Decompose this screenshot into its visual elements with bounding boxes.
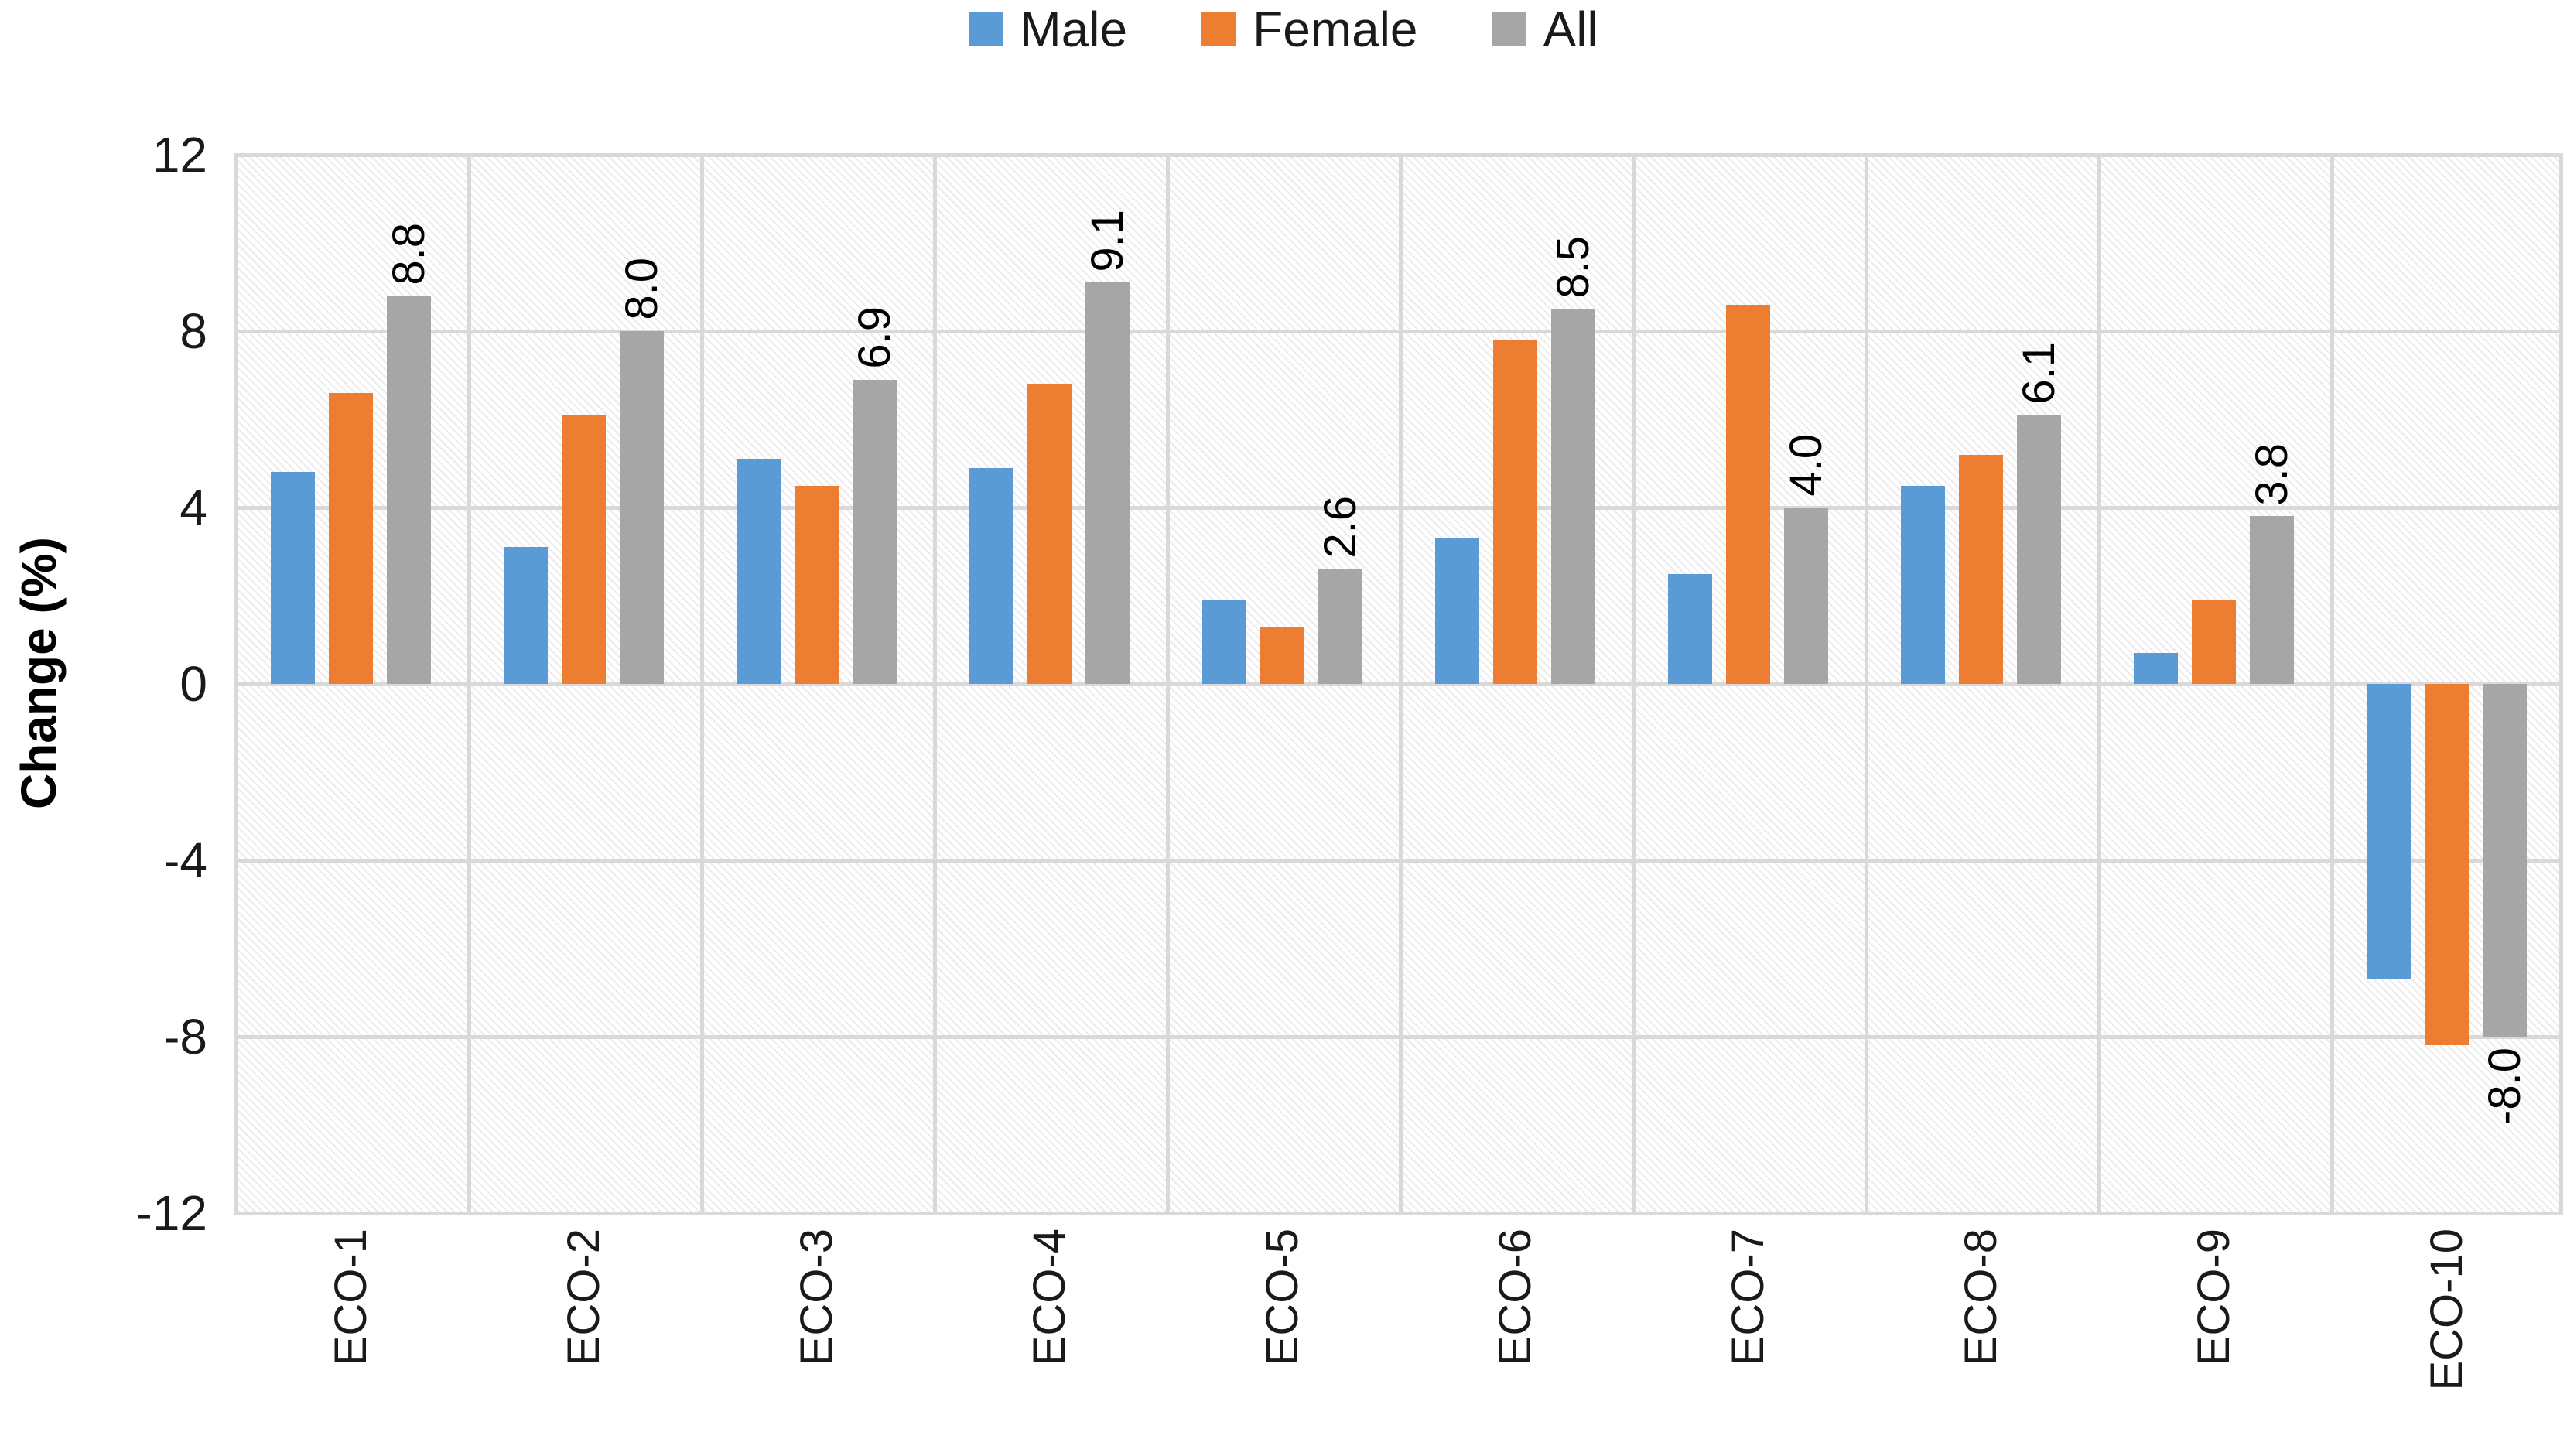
- gridline-x-8: [2097, 155, 2101, 1213]
- legend-swatch-female: [1201, 12, 1236, 46]
- x-category-label-eco-9: ECO-9: [2188, 1229, 2239, 1366]
- x-category-label-eco-8: ECO-8: [1955, 1229, 2006, 1366]
- bar-male-eco-8: [1901, 485, 1945, 684]
- bar-male-eco-4: [969, 467, 1013, 684]
- gridline-x-1: [467, 155, 471, 1213]
- legend-item-female: Female: [1201, 2, 1418, 57]
- gridline-x-9: [2330, 155, 2334, 1213]
- bar-male-eco-9: [2134, 653, 2178, 684]
- x-category-label-eco-7: ECO-7: [1722, 1229, 1773, 1366]
- data-label-all-eco-4: 9.1: [1082, 209, 1133, 272]
- legend-item-male: Male: [969, 5, 1127, 54]
- bar-all-eco-1: [387, 296, 431, 684]
- bar-all-eco-8: [2017, 415, 2061, 684]
- bar-all-eco-9: [2250, 516, 2294, 684]
- bar-male-eco-2: [504, 547, 548, 684]
- gridline-y--12: [234, 1212, 2563, 1215]
- data-label-all-eco-10: -8.0: [2479, 1048, 2530, 1125]
- bar-female-eco-5: [1260, 626, 1304, 684]
- bar-male-eco-10: [2367, 684, 2411, 979]
- data-label-all-eco-5: 2.6: [1314, 496, 1366, 559]
- x-category-label-eco-1: ECO-1: [325, 1229, 376, 1366]
- bar-male-eco-1: [271, 472, 315, 684]
- data-label-all-eco-1: 8.8: [383, 222, 434, 285]
- legend-label: Female: [1253, 2, 1418, 57]
- bar-male-eco-3: [737, 459, 781, 684]
- gridline-x-7: [1865, 155, 1868, 1213]
- x-category-label-eco-4: ECO-4: [1024, 1229, 1075, 1366]
- bar-female-eco-2: [562, 415, 606, 684]
- bar-female-eco-9: [2192, 600, 2236, 684]
- bar-all-eco-7: [1784, 508, 1828, 684]
- y-tick-label-4: 4: [179, 480, 207, 535]
- bar-female-eco-4: [1027, 384, 1072, 684]
- data-label-all-eco-2: 8.0: [616, 258, 667, 320]
- bar-female-eco-3: [795, 485, 839, 684]
- legend-label: All: [1543, 2, 1598, 57]
- y-axis-title: Change (%): [11, 537, 67, 809]
- gridline-x-6: [1632, 155, 1636, 1213]
- legend-swatch-all: [1492, 12, 1526, 46]
- bar-all-eco-3: [853, 379, 897, 684]
- data-label-all-eco-6: 8.5: [1547, 235, 1598, 299]
- bar-all-eco-2: [620, 331, 664, 684]
- gridline-x-10: [2559, 155, 2563, 1213]
- legend-swatch-male: [969, 12, 1003, 46]
- x-category-label-eco-5: ECO-5: [1256, 1229, 1307, 1366]
- plot-area: 8.8 8.0 6.9 9.1 2.6 8.5 4.0 6.1 3.8 -8.0: [234, 153, 2563, 1215]
- chart-legend: Male Female All: [0, 5, 2567, 54]
- bar-all-eco-5: [1318, 569, 1362, 684]
- bar-female-eco-8: [1959, 454, 2003, 684]
- bar-male-eco-6: [1435, 538, 1479, 684]
- bar-all-eco-4: [1085, 282, 1130, 684]
- bar-all-eco-10: [2483, 684, 2527, 1037]
- data-label-all-eco-7: 4.0: [1780, 434, 1831, 497]
- bar-male-eco-7: [1668, 573, 1712, 684]
- bar-female-eco-6: [1493, 340, 1537, 684]
- gridline-x-3: [933, 155, 937, 1213]
- x-category-label-eco-6: ECO-6: [1489, 1229, 1540, 1366]
- y-tick-label--4: -4: [163, 832, 207, 888]
- y-tick-label--8: -8: [163, 1009, 207, 1065]
- bar-female-eco-1: [329, 392, 373, 684]
- x-category-label-eco-10: ECO-10: [2421, 1229, 2472, 1391]
- gridline-x-5: [1399, 155, 1403, 1213]
- bar-male-eco-5: [1202, 600, 1246, 684]
- y-tick-label--12: -12: [135, 1185, 208, 1241]
- x-category-label-eco-3: ECO-3: [791, 1229, 842, 1366]
- data-label-all-eco-8: 6.1: [2013, 341, 2064, 405]
- bar-female-eco-10: [2425, 684, 2469, 1046]
- bar-all-eco-6: [1551, 309, 1595, 684]
- bar-female-eco-7: [1726, 304, 1770, 684]
- legend-label: Male: [1020, 2, 1128, 57]
- gridline-x-0: [234, 155, 238, 1213]
- data-label-all-eco-3: 6.9: [849, 306, 900, 369]
- data-label-all-eco-9: 3.8: [2246, 443, 2297, 506]
- legend-item-all: All: [1492, 5, 1598, 54]
- gridline-x-2: [700, 155, 704, 1213]
- gridline-x-4: [1166, 155, 1170, 1213]
- x-category-label-eco-2: ECO-2: [558, 1229, 609, 1366]
- y-tick-label-8: 8: [179, 303, 207, 359]
- y-tick-label-12: 12: [152, 127, 207, 183]
- y-tick-label-0: 0: [179, 656, 207, 712]
